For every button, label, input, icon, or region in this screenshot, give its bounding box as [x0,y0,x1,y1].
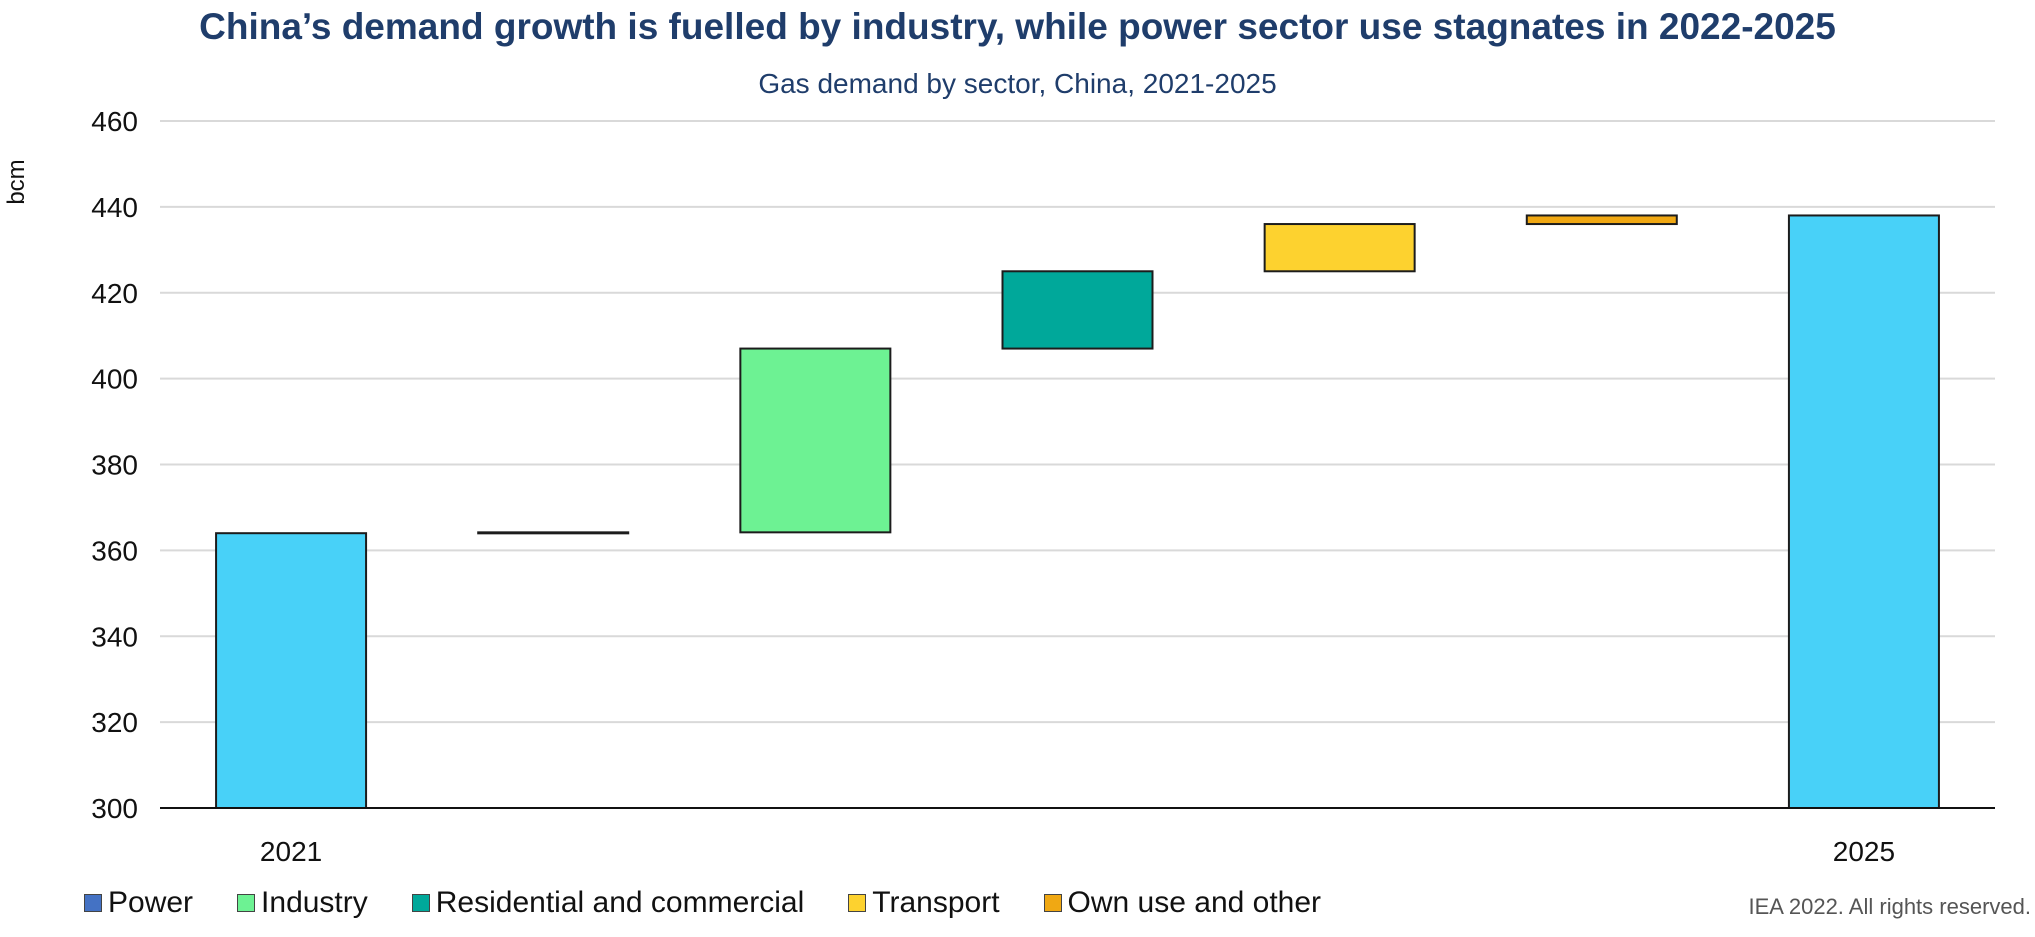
legend-swatch [1043,894,1062,912]
x-axis-ticks: 2021 2025 [260,836,1895,867]
bar-power [477,531,630,535]
waterfall-chart: 300 320 340 360 380 400 420 440 460 2021 2025 bcm [3,106,1995,867]
chart-subtitle: Gas demand by sector, China, 2021-2025 [758,68,1277,99]
chart-title: China’s demand growth is fuelled by indu… [199,6,1836,47]
bar-2021 [215,532,368,809]
legend-label: Residential and commercial [435,886,805,919]
bar-own-use-and-other [1525,214,1678,226]
bar-transport [1263,223,1416,273]
x-tick-label: 2021 [260,836,322,867]
bar-2025 [1787,214,1940,809]
y-tick-label: 420 [91,278,138,309]
legend-swatch [848,894,867,912]
y-tick-label: 320 [91,707,138,738]
gridlines [160,120,1995,724]
y-tick-label: 440 [91,192,138,223]
legend-label: Transport [872,886,1000,919]
bars [215,214,1940,809]
legend: Power Industry Residential and commercial T… [84,886,1365,920]
legend-item: Own use and other [1043,886,1322,920]
legend-swatch [84,894,102,912]
y-tick-label: 460 [91,106,138,137]
legend-label: Industry [261,886,368,919]
legend-item: Transport [848,886,1000,920]
y-tick-label: 300 [91,793,138,824]
y-tick-label: 340 [91,621,138,652]
legend-item: Residential and commercial [411,886,805,920]
legend-swatch [237,894,256,912]
y-axis-label: bcm [3,159,30,204]
y-axis-ticks: 300 320 340 360 380 400 420 440 460 [91,106,138,824]
bar-residential-and-commercial [1001,270,1154,350]
x-tick-label: 2025 [1833,836,1895,867]
legend-label: Own use and other [1067,886,1322,919]
bar-industry [739,347,892,534]
legend-swatch [411,894,430,912]
legend-label: Power [108,886,194,919]
y-tick-label: 380 [91,450,138,481]
y-tick-label: 360 [91,535,138,566]
legend-item: Industry [237,886,368,920]
y-tick-label: 400 [91,364,138,395]
legend-item: Power [84,886,193,920]
credit-text: IEA 2022. All rights reserved. [1748,894,2032,919]
